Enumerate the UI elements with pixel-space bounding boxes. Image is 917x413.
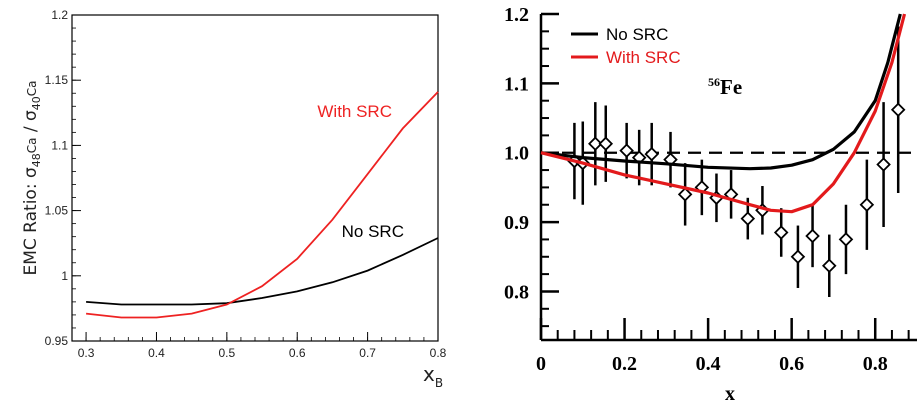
left-ytick-label: 1.05 bbox=[45, 204, 69, 218]
left-ylabel: EMC Ratio: σ48Ca / σ40Ca bbox=[21, 80, 43, 275]
left-xtick-label: 0.7 bbox=[359, 346, 376, 360]
left-xlabel: xB bbox=[423, 362, 443, 390]
right-series-no-src bbox=[540, 13, 902, 171]
right-ytick-label: 1.1 bbox=[504, 73, 529, 95]
right-ytick-label: 0.9 bbox=[504, 212, 529, 234]
left-ytick-label: 1 bbox=[61, 269, 68, 283]
left-series-no-src bbox=[86, 237, 439, 306]
legend-label-no-src: No SRC bbox=[606, 25, 668, 44]
data-point-diamond bbox=[740, 211, 756, 226]
left-xtick-label: 0.4 bbox=[148, 346, 165, 360]
right-ytick-label: 1.0 bbox=[504, 143, 529, 165]
left-xtick-label: 0.3 bbox=[78, 346, 95, 360]
legend-label-with-src: With SRC bbox=[606, 48, 681, 67]
data-point-diamond bbox=[790, 249, 806, 265]
data-point-diamond bbox=[588, 136, 603, 151]
left-chart: 0.3 0.4 0.5 0.6 0.7 0.8 0.95 1 1.05 1.1 1.15 1.2 Wi… bbox=[21, 8, 447, 390]
right-xtick-label: 0.2 bbox=[612, 353, 637, 375]
left-series-with-src bbox=[86, 91, 439, 319]
left-plot-frame bbox=[71, 14, 439, 342]
right-series bbox=[540, 13, 907, 214]
left-xtick-label: 0.5 bbox=[219, 346, 236, 360]
left-ticks: 0.3 0.4 0.5 0.6 0.7 0.8 0.95 1 1.05 1.1 1.15 1.2 bbox=[45, 8, 447, 360]
data-point-diamond bbox=[677, 187, 693, 202]
left-ytick-label: 0.95 bbox=[45, 334, 69, 348]
data-point-diamond bbox=[859, 197, 875, 213]
right-xtick-label: 0.6 bbox=[779, 353, 804, 375]
left-series bbox=[86, 91, 439, 319]
data-point-diamond bbox=[644, 146, 659, 162]
right-axes: 0 0.2 0.4 0.6 0.8 0.8 0.9 1.0 1.1 1.2 bbox=[504, 4, 917, 375]
right-xlabel: x bbox=[725, 383, 735, 405]
right-chart: 0 0.2 0.4 0.6 0.8 0.8 0.9 1.0 1.1 1.2 No SRC With… bbox=[504, 4, 917, 405]
data-point-diamond bbox=[821, 258, 837, 274]
left-label-with-src: With SRC bbox=[317, 102, 392, 121]
data-point-diamond bbox=[890, 102, 906, 117]
data-point-diamond bbox=[876, 157, 891, 172]
data-point-diamond bbox=[598, 136, 614, 151]
data-point-diamond bbox=[619, 143, 634, 158]
data-point-diamond bbox=[838, 232, 854, 247]
left-xtick-label: 0.6 bbox=[289, 346, 306, 360]
left-ytick-label: 1.2 bbox=[51, 8, 68, 22]
right-annotation-fe: 56Fe bbox=[708, 75, 742, 99]
data-point-diamond bbox=[805, 228, 820, 244]
right-xtick-label: 0.4 bbox=[696, 353, 721, 375]
right-ytick-label: 1.2 bbox=[504, 4, 529, 26]
left-label-no-src: No SRC bbox=[342, 222, 404, 241]
right-series-with-src bbox=[540, 13, 907, 214]
left-ytick-label: 1.1 bbox=[51, 138, 68, 152]
data-point-diamond bbox=[773, 225, 789, 240]
left-xtick-label: 0.8 bbox=[430, 346, 447, 360]
right-legend: No SRC With SRC bbox=[571, 25, 681, 67]
right-ytick-label: 0.8 bbox=[504, 281, 529, 303]
right-xtick-label: 0 bbox=[536, 353, 546, 375]
left-ytick-label: 1.15 bbox=[45, 73, 69, 87]
right-xtick-label: 0.8 bbox=[863, 353, 888, 375]
